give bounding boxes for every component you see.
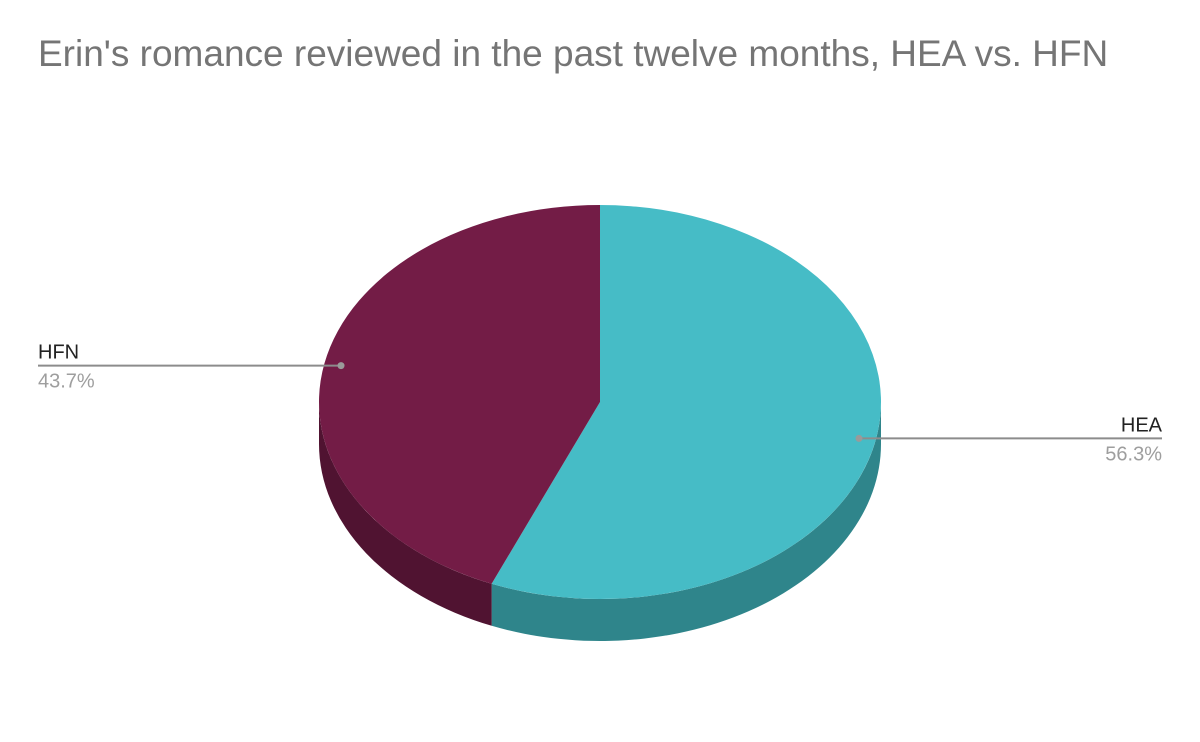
leader-dot-hfn <box>337 362 345 370</box>
slice-label-hfn: HFN <box>38 342 79 364</box>
slice-value-hea: 56.3% <box>1105 443 1162 465</box>
leader-dot-hea <box>855 434 863 442</box>
chart-title: Erin's romance reviewed in the past twel… <box>38 33 1109 74</box>
pie-slice-hea <box>491 205 881 599</box>
slice-value-hfn: 43.7% <box>38 371 95 393</box>
pie-slices <box>318 205 881 599</box>
pie-sides <box>319 402 881 642</box>
pie-side-hfn <box>319 402 492 626</box>
pie-slice-hfn <box>318 205 600 584</box>
slice-label-hea: HEA <box>1121 414 1163 436</box>
pie-labels: HEA 56.3% HFN 43.7% <box>38 342 1163 465</box>
pie-side-hea <box>491 402 881 642</box>
